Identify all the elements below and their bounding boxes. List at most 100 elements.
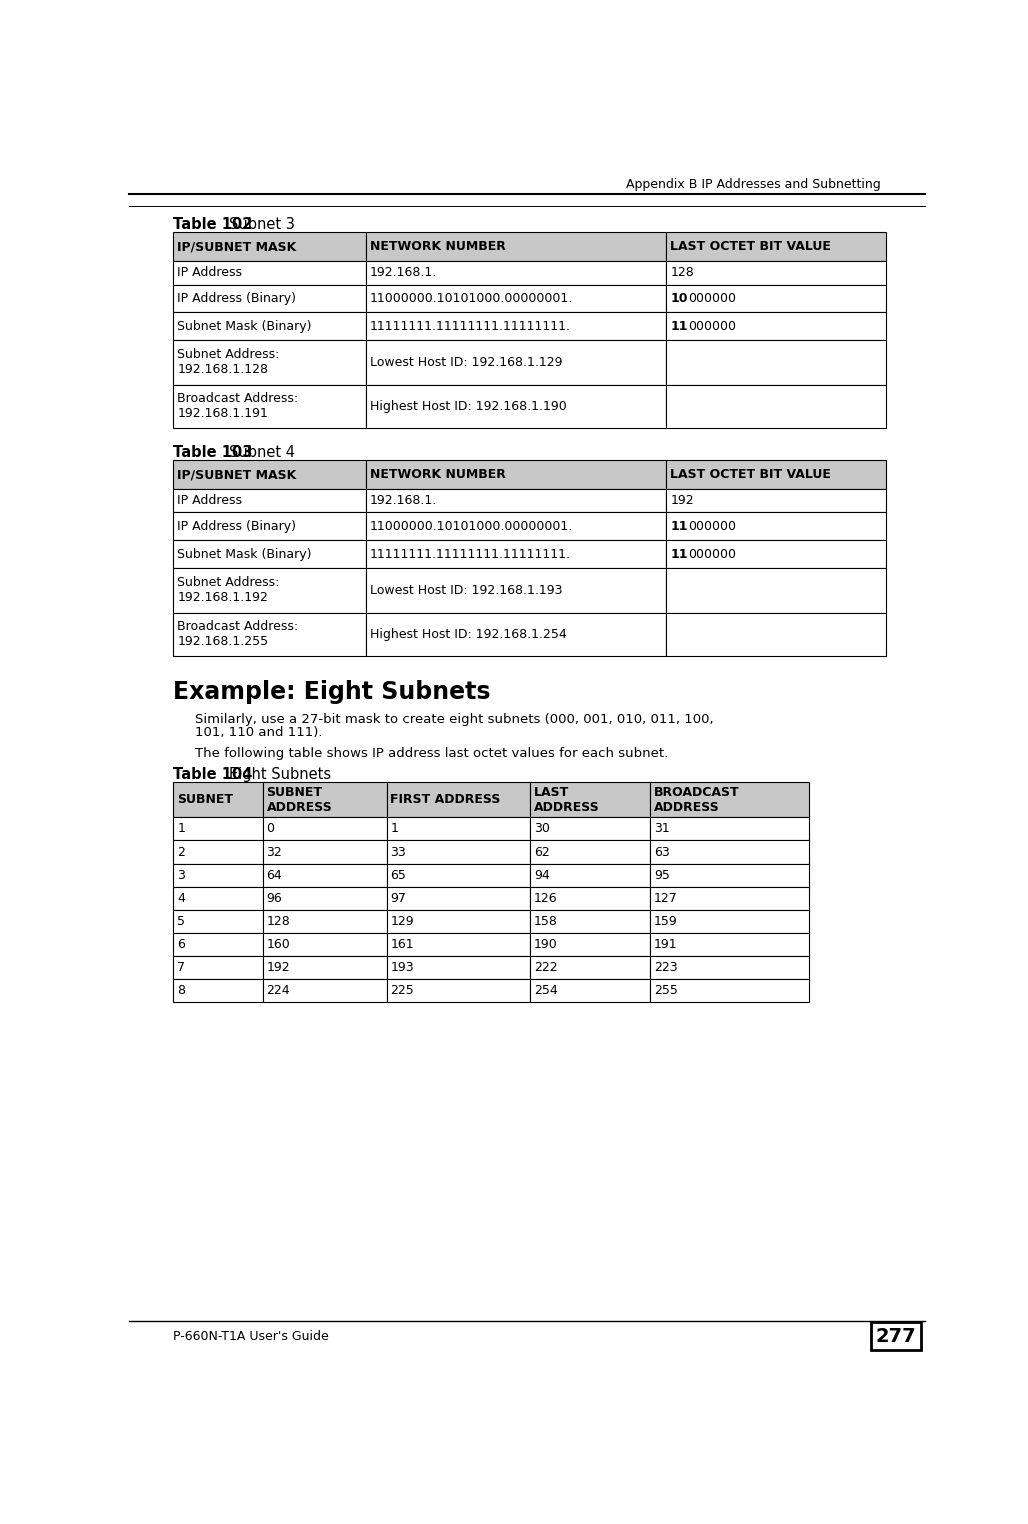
- Text: Subnet 3: Subnet 3: [229, 216, 295, 232]
- Text: 3: 3: [177, 869, 185, 881]
- Text: 192: 192: [266, 962, 290, 974]
- Text: 160: 160: [266, 937, 290, 951]
- Bar: [366, 568, 666, 613]
- Text: Table 102: Table 102: [174, 216, 253, 232]
- Bar: [262, 782, 387, 817]
- Text: 32: 32: [266, 846, 283, 858]
- Text: Subnet Address:
192.168.1.192: Subnet Address: 192.168.1.192: [177, 576, 280, 604]
- Text: Subnet 4: Subnet 4: [229, 445, 295, 460]
- Text: 000000: 000000: [688, 520, 736, 533]
- Text: IP Address (Binary): IP Address (Binary): [177, 520, 296, 533]
- Text: 192.168.1.: 192.168.1.: [369, 494, 437, 507]
- Text: 63: 63: [654, 846, 669, 858]
- Bar: [366, 460, 666, 489]
- Text: 000000: 000000: [688, 320, 736, 332]
- Bar: [387, 887, 530, 910]
- Text: Lowest Host ID: 192.168.1.193: Lowest Host ID: 192.168.1.193: [369, 584, 562, 597]
- Text: P-660N-T1A User's Guide: P-660N-T1A User's Guide: [174, 1330, 329, 1343]
- Text: 224: 224: [266, 985, 290, 997]
- Text: 31: 31: [654, 823, 669, 835]
- Text: 127: 127: [654, 892, 677, 905]
- Text: The following table shows IP address last octet values for each subnet.: The following table shows IP address las…: [195, 747, 668, 759]
- Bar: [174, 956, 262, 978]
- Text: 254: 254: [534, 985, 557, 997]
- Bar: [666, 340, 886, 384]
- Bar: [650, 978, 809, 1003]
- Bar: [666, 262, 886, 285]
- Text: 11000000.10101000.00000001.: 11000000.10101000.00000001.: [369, 293, 573, 305]
- Bar: [666, 512, 886, 539]
- Text: 97: 97: [391, 892, 406, 905]
- Text: 95: 95: [654, 869, 670, 881]
- Bar: [174, 285, 366, 312]
- Text: IP/SUBNET MASK: IP/SUBNET MASK: [177, 241, 296, 253]
- Bar: [174, 910, 262, 933]
- Bar: [666, 232, 886, 262]
- Bar: [666, 285, 886, 312]
- Text: 11: 11: [670, 320, 688, 332]
- Text: 192.168.1.: 192.168.1.: [369, 267, 437, 279]
- Text: Table 104: Table 104: [174, 767, 253, 782]
- Text: IP Address (Binary): IP Address (Binary): [177, 293, 296, 305]
- Bar: [387, 910, 530, 933]
- Bar: [650, 887, 809, 910]
- Text: 65: 65: [391, 869, 406, 881]
- Text: 1: 1: [391, 823, 398, 835]
- Bar: [530, 864, 650, 887]
- Text: 5: 5: [177, 914, 185, 928]
- Text: 277: 277: [876, 1327, 916, 1346]
- Bar: [387, 840, 530, 864]
- Text: 129: 129: [391, 914, 414, 928]
- Bar: [530, 956, 650, 978]
- Bar: [174, 864, 262, 887]
- Bar: [366, 285, 666, 312]
- Bar: [530, 978, 650, 1003]
- Text: 190: 190: [534, 937, 557, 951]
- Text: LAST
ADDRESS: LAST ADDRESS: [534, 786, 599, 814]
- Text: NETWORK NUMBER: NETWORK NUMBER: [369, 468, 506, 482]
- Text: Lowest Host ID: 192.168.1.129: Lowest Host ID: 192.168.1.129: [369, 355, 562, 369]
- Bar: [366, 340, 666, 384]
- Bar: [174, 887, 262, 910]
- Bar: [366, 489, 666, 512]
- Text: 94: 94: [534, 869, 550, 881]
- Bar: [530, 782, 650, 817]
- Bar: [174, 933, 262, 956]
- Text: IP Address: IP Address: [177, 494, 243, 507]
- Bar: [174, 613, 366, 655]
- Bar: [650, 840, 809, 864]
- Text: SUBNET
ADDRESS: SUBNET ADDRESS: [266, 786, 332, 814]
- Bar: [650, 910, 809, 933]
- Text: Broadcast Address:
192.168.1.255: Broadcast Address: 192.168.1.255: [177, 620, 298, 648]
- Bar: [262, 978, 387, 1003]
- Bar: [174, 512, 366, 539]
- Text: SUBNET: SUBNET: [177, 792, 233, 806]
- Bar: [387, 782, 530, 817]
- Text: Table 103: Table 103: [174, 445, 253, 460]
- Bar: [366, 384, 666, 428]
- Bar: [530, 933, 650, 956]
- Bar: [650, 864, 809, 887]
- Text: 7: 7: [177, 962, 185, 974]
- Text: Subnet Mask (Binary): Subnet Mask (Binary): [177, 547, 311, 561]
- Bar: [366, 613, 666, 655]
- Bar: [666, 312, 886, 340]
- Text: 33: 33: [391, 846, 406, 858]
- Bar: [174, 312, 366, 340]
- Text: 10: 10: [670, 293, 688, 305]
- Bar: [366, 262, 666, 285]
- Bar: [174, 539, 366, 568]
- Text: 2: 2: [177, 846, 185, 858]
- Text: 6: 6: [177, 937, 185, 951]
- Text: Subnet Mask (Binary): Subnet Mask (Binary): [177, 320, 311, 332]
- Text: 161: 161: [391, 937, 414, 951]
- Bar: [366, 232, 666, 262]
- Bar: [666, 384, 886, 428]
- Text: 193: 193: [391, 962, 414, 974]
- Text: Example: Eight Subnets: Example: Eight Subnets: [174, 680, 491, 704]
- Bar: [666, 489, 886, 512]
- Bar: [174, 978, 262, 1003]
- Text: 11000000.10101000.00000001.: 11000000.10101000.00000001.: [369, 520, 573, 533]
- Bar: [387, 956, 530, 978]
- Text: Highest Host ID: 192.168.1.254: Highest Host ID: 192.168.1.254: [369, 628, 566, 640]
